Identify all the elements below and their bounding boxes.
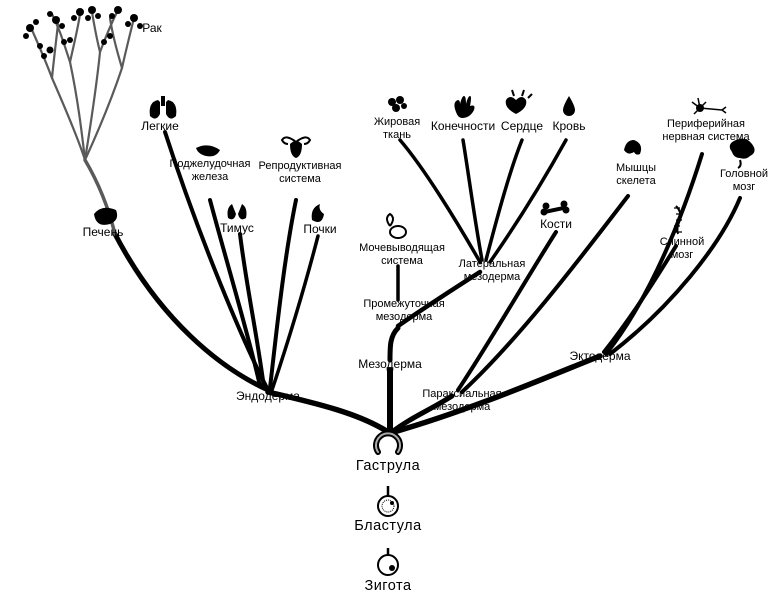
blastula-label: Бластула xyxy=(354,518,421,535)
brain-label: Головноймозг xyxy=(704,168,780,193)
lungs-icon xyxy=(150,96,177,119)
kidney-icon xyxy=(312,204,324,222)
intermediate-label: Промежуточнаямезодерма xyxy=(344,298,464,323)
cancer-label: Рак xyxy=(142,22,162,36)
endoderm-label: Эндодерма xyxy=(236,390,300,404)
bones-label: Кости xyxy=(540,218,572,232)
liver-label: Печень xyxy=(83,226,124,240)
gastrula-icon xyxy=(376,433,400,452)
reproductive-label: Репродуктивнаясистема xyxy=(240,160,360,185)
gastrula-label: Гаструла xyxy=(356,458,420,475)
reproductive-icon xyxy=(282,137,310,158)
heart-label: Сердце xyxy=(501,120,543,134)
ectoderm-label: Эктодерма xyxy=(569,350,630,364)
muscle-icon xyxy=(624,140,641,155)
mesoderm-label: Мезодерма xyxy=(358,358,422,372)
thymus-icon xyxy=(228,204,247,219)
lungs-label: Легкие xyxy=(141,120,179,134)
kidney-label: Почки xyxy=(303,223,336,237)
limbs-icon xyxy=(454,96,474,118)
bone-icon xyxy=(541,201,570,216)
blastula-icon xyxy=(378,496,398,516)
limbs-label: Конечности xyxy=(431,120,495,134)
adipose-icon xyxy=(388,96,407,112)
adipose-label: Жироваяткань xyxy=(362,116,432,141)
zygote-icon xyxy=(378,555,398,575)
pns-label: Периферийнаянервная система xyxy=(641,118,771,143)
blood-icon xyxy=(563,96,575,116)
paraxial-label: Параксиальнаямезодерма xyxy=(407,388,517,413)
liver-icon xyxy=(94,208,117,225)
zygote-label: Зигота xyxy=(364,578,411,595)
urinary-icon xyxy=(387,214,406,238)
spinal-label: Спинноймозг xyxy=(642,236,722,261)
pns-icon xyxy=(692,98,726,114)
pancreas-icon xyxy=(196,145,220,156)
lateral-label: Латеральнаямезодерма xyxy=(442,258,542,283)
blood-label: Кровь xyxy=(553,120,586,134)
thymus-label: Тимус xyxy=(220,222,254,236)
heart-icon xyxy=(506,90,532,114)
muscle-label: Мышцыскелета xyxy=(601,162,671,187)
